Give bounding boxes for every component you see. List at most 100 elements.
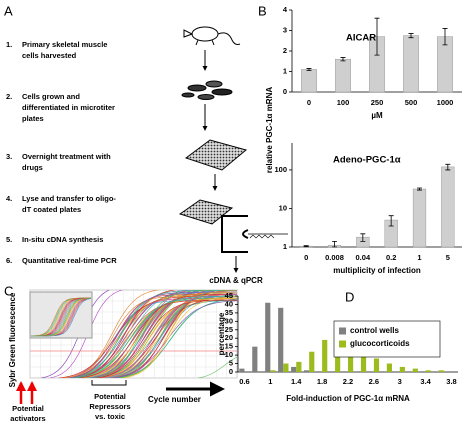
- legend-label: glucocorticoids: [350, 339, 410, 348]
- x-axis-label: Fold-induction of PGC-1α mRNA: [286, 394, 410, 403]
- bar: [348, 350, 354, 372]
- amplification-curve: [72, 299, 237, 378]
- bar: [399, 366, 405, 372]
- annotation: activators: [10, 414, 45, 421]
- legend-box: [333, 320, 441, 358]
- annotation: Repressors: [89, 402, 130, 411]
- y-tick-label: 2: [283, 46, 287, 55]
- amplification-curve: [92, 290, 237, 378]
- y-tick-label: 4: [283, 5, 288, 14]
- bar: [309, 351, 315, 372]
- x-axis-label: Cycle number: [148, 395, 201, 404]
- bar: [283, 363, 289, 372]
- amplification-curve: [64, 290, 160, 378]
- panel-letter: B: [258, 3, 267, 18]
- annotation: vs. toxic: [95, 412, 125, 421]
- x-tick-label: 3.8: [446, 377, 456, 386]
- amplification-curve: [76, 293, 237, 378]
- y-tick-label: 45: [225, 291, 233, 300]
- bar: [438, 370, 444, 372]
- amplification-curve: [65, 291, 237, 378]
- bar: [270, 370, 276, 372]
- step-number: 4.: [6, 194, 12, 203]
- amplification-curve: [80, 290, 176, 378]
- y-tick-label: 35: [225, 308, 233, 317]
- y-tick-label: 15: [225, 342, 233, 351]
- legend-swatch: [339, 327, 346, 335]
- panel-letter: D: [345, 289, 354, 304]
- step-text: cells harvested: [22, 51, 77, 60]
- x-tick-label: 0.008: [325, 253, 344, 262]
- chart-title: AICAR: [346, 33, 376, 44]
- error-bar: [340, 57, 346, 62]
- x-tick-label: 5: [446, 253, 450, 262]
- error-bar: [388, 215, 394, 227]
- annotation: Potential: [94, 392, 126, 401]
- y-tick-label: 0: [283, 87, 287, 96]
- x-tick-label: 1.8: [317, 377, 327, 386]
- x-tick-label: 1000: [437, 98, 454, 107]
- protocol-icons: [178, 26, 288, 273]
- bar: [360, 355, 367, 372]
- panel-letter: A: [4, 3, 13, 18]
- x-tick-label: 0.2: [386, 253, 396, 262]
- step-text: plates: [22, 114, 44, 123]
- x-tick-label: 500: [405, 98, 418, 107]
- y-tick-label: 20: [225, 333, 233, 342]
- x-tick-label: 0: [307, 98, 311, 107]
- chart-title: Adeno-PGC-1α: [333, 155, 401, 166]
- x-tick-label: 3.4: [420, 377, 431, 386]
- x-tick-label: 100: [337, 98, 350, 107]
- step-text: Quantitative real-time PCR: [22, 256, 117, 265]
- bar: [291, 366, 297, 372]
- step-text: drugs: [22, 163, 43, 172]
- x-tick-label: 0.04: [356, 253, 371, 262]
- x-tick-label: 3: [398, 377, 402, 386]
- error-bar: [306, 68, 312, 71]
- step-text: Overnight treatment with: [22, 152, 111, 161]
- amplification-curve: [72, 295, 237, 378]
- error-bar: [445, 163, 451, 171]
- bar: [403, 35, 419, 93]
- y-tick-label: 100: [274, 165, 287, 174]
- bar: [322, 339, 328, 372]
- step-text: Primary skeletal muscle: [22, 40, 107, 49]
- amplification-curve: [121, 297, 237, 378]
- amplification-curve: [47, 290, 124, 378]
- panel-letter: C: [4, 283, 13, 298]
- y-tick-label: 1: [283, 242, 287, 251]
- x-axis-label: multiplicity of infection: [333, 266, 421, 275]
- bar: [296, 361, 302, 372]
- amplification-curve: [102, 295, 237, 378]
- x-axis-label: µM: [371, 111, 383, 120]
- bar: [441, 166, 455, 248]
- x-tick-label: 2.2: [343, 377, 353, 386]
- error-bar: [360, 233, 366, 242]
- amplification-curve: [75, 297, 237, 378]
- step-number: 3.: [6, 152, 12, 161]
- step-text: Cells grown and: [22, 92, 80, 101]
- amplification-curve: [79, 291, 237, 378]
- amplification-curve: [109, 300, 237, 378]
- error-bar: [374, 17, 380, 56]
- y-tick-label: 0: [229, 367, 233, 376]
- step-text: Lyse and transfer to oligo-: [22, 194, 116, 203]
- amplification-curve: [73, 290, 177, 378]
- step-number: 2.: [6, 92, 12, 101]
- bar: [412, 188, 427, 248]
- y-tick-label: 30: [225, 316, 233, 325]
- amplification-curve: [39, 290, 110, 378]
- bar: [335, 346, 341, 372]
- y-tick-label: 10: [279, 203, 287, 212]
- x-tick-label: 0.6: [239, 377, 249, 386]
- error-bar: [332, 240, 337, 248]
- y-tick-label: 5: [229, 359, 233, 368]
- legend-label: control wells: [350, 326, 399, 335]
- amplification-curve: [65, 295, 237, 378]
- amplification-curve: [96, 290, 192, 378]
- y-axis-label: percentage: [217, 312, 226, 355]
- error-bar: [417, 187, 422, 191]
- y-tick-label: 25: [225, 325, 233, 334]
- amplification-curve: [31, 297, 92, 337]
